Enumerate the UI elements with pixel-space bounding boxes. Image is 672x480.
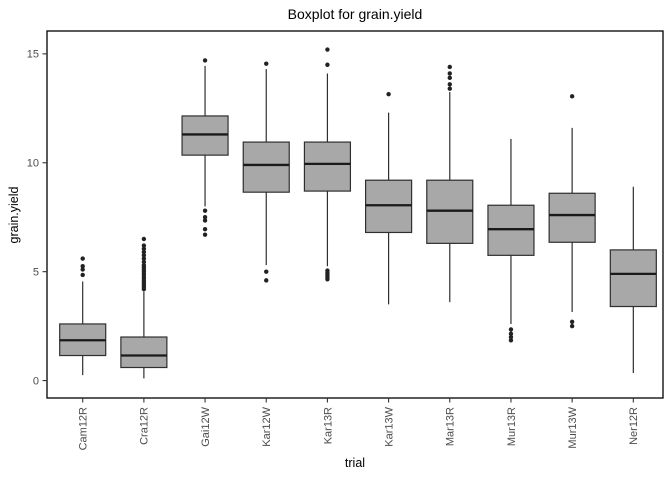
outlier-point bbox=[141, 256, 147, 261]
x-tick-label: Kar12W bbox=[261, 406, 273, 446]
outlier-point bbox=[508, 327, 514, 332]
outlier-point bbox=[508, 338, 514, 343]
box-Mar13R bbox=[426, 64, 474, 303]
outlier-point bbox=[325, 277, 330, 282]
box-Cra12R bbox=[120, 236, 168, 379]
x-tick-label: Ner12R bbox=[628, 407, 640, 445]
outlier-point bbox=[202, 215, 208, 220]
outlier-point bbox=[141, 249, 147, 255]
outlier-point bbox=[141, 243, 147, 248]
outlier-point bbox=[202, 58, 208, 63]
box-Mur13R bbox=[487, 138, 535, 343]
x-tick-label: Kar13W bbox=[383, 406, 395, 446]
outlier-point bbox=[141, 262, 147, 268]
outlier-point bbox=[202, 232, 208, 237]
y-axis-title: grain.yield bbox=[7, 186, 21, 244]
outlier-point bbox=[508, 334, 514, 340]
x-axis-title: trial bbox=[344, 456, 366, 470]
outlier-point bbox=[386, 91, 391, 97]
outlier-point bbox=[569, 323, 575, 329]
outlier-point bbox=[447, 75, 452, 81]
outlier-point bbox=[325, 47, 330, 52]
box-Kar12W bbox=[242, 61, 290, 283]
outlier-point bbox=[447, 86, 452, 91]
box-Cam12R bbox=[59, 256, 107, 376]
outlier-point bbox=[202, 218, 208, 223]
x-tick-label: Gai12W bbox=[200, 406, 212, 446]
outlier-point bbox=[80, 256, 85, 261]
box-Ner12R bbox=[609, 186, 657, 373]
box-Gai12W bbox=[181, 58, 229, 237]
outlier-point bbox=[202, 208, 208, 213]
x-tick-label: Mar13R bbox=[445, 407, 457, 446]
y-tick-label: 10 bbox=[27, 158, 39, 170]
x-tick-label: Mur13R bbox=[506, 407, 518, 446]
outlier-point bbox=[141, 246, 147, 252]
outlier-point bbox=[264, 269, 269, 274]
outlier-point bbox=[80, 267, 85, 272]
x-tick-label: Cam12R bbox=[78, 407, 90, 450]
outlier-point bbox=[141, 236, 147, 242]
outlier-point bbox=[264, 278, 269, 283]
iqr-box bbox=[548, 192, 596, 243]
iqr-box bbox=[120, 336, 168, 369]
outlier-point bbox=[80, 272, 85, 278]
outlier-point bbox=[447, 64, 452, 70]
iqr-box bbox=[242, 141, 290, 193]
outlier-point bbox=[202, 227, 208, 232]
y-tick-label: 0 bbox=[33, 375, 39, 387]
y-tick-label: 15 bbox=[27, 49, 39, 61]
x-tick-label: Kar13R bbox=[322, 407, 334, 444]
chart-title: Boxplot for grain.yield bbox=[287, 6, 423, 22]
y-tick-label: 5 bbox=[33, 267, 39, 279]
outlier-point bbox=[447, 82, 452, 87]
iqr-box bbox=[609, 249, 657, 308]
box-Kar13W bbox=[365, 91, 413, 305]
outlier-point bbox=[141, 259, 147, 265]
iqr-box bbox=[303, 141, 352, 192]
outlier-point bbox=[141, 253, 147, 258]
outlier-point bbox=[508, 331, 514, 336]
box-Mur13W bbox=[548, 94, 596, 329]
x-tick-label: Mur13W bbox=[567, 406, 579, 448]
x-tick-label: Cra12R bbox=[139, 407, 151, 445]
outlier-point bbox=[447, 71, 452, 76]
box-Kar13R bbox=[303, 47, 352, 282]
outlier-point bbox=[569, 94, 575, 99]
outlier-point bbox=[264, 61, 269, 66]
outlier-point bbox=[325, 62, 330, 67]
outlier-point bbox=[569, 319, 575, 324]
outlier-point bbox=[80, 264, 85, 269]
